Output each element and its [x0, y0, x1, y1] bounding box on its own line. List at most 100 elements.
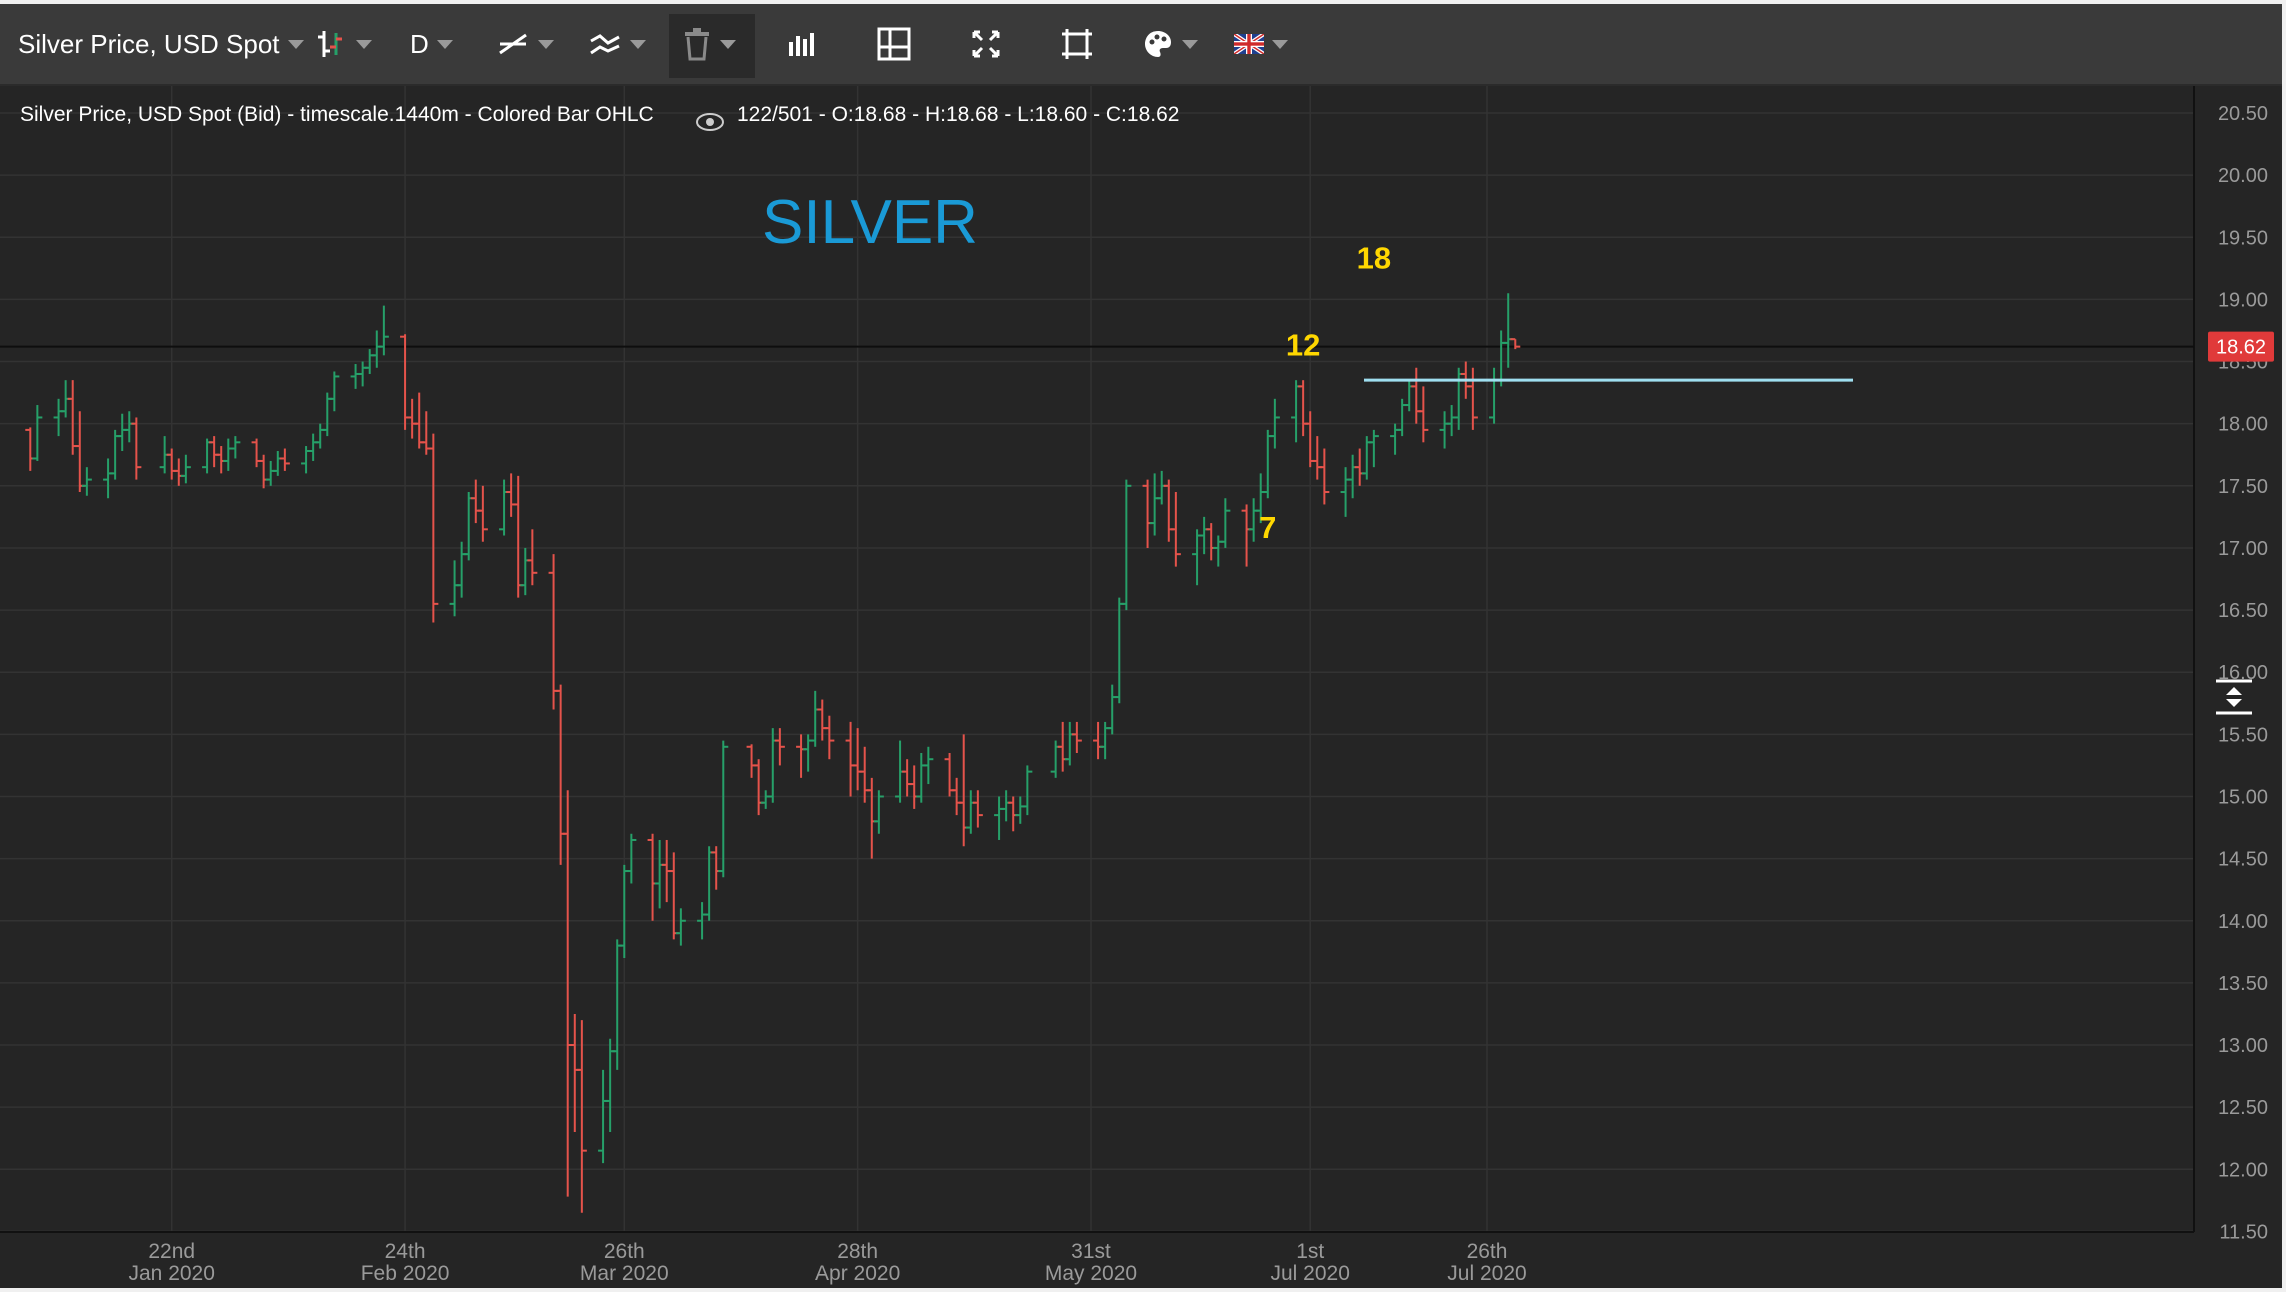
ohlc-bar: [1156, 470, 1167, 505]
grid: [0, 86, 2194, 1233]
y-tick-label: 18.00: [2218, 414, 2268, 436]
price-axis[interactable]: 20.5020.0019.5019.0018.5018.0017.5017.00…: [2218, 103, 2268, 1243]
last-price-badge: 18.62: [2208, 331, 2274, 362]
ohlc-bar: [598, 1069, 609, 1164]
x-tick-day: 26th: [1467, 1240, 1508, 1263]
ohlc-bar: [923, 746, 934, 785]
ohlc-bar: [1107, 684, 1118, 735]
ohlc-bar: [350, 364, 361, 389]
x-tick-month: May 2020: [1045, 1262, 1137, 1285]
ohlc-bar: [499, 479, 510, 536]
ohlc-bar: [718, 740, 729, 878]
chevron-down-icon: [538, 39, 554, 49]
ohlc-bar: [32, 405, 43, 461]
ohlc-bar: [711, 846, 722, 890]
ohlc-bar: [513, 475, 524, 598]
chevron-down-icon: [630, 39, 646, 49]
ohlc-bar: [859, 746, 870, 803]
ohlc-bar: [1262, 429, 1273, 499]
volume-bars-icon: [789, 33, 814, 56]
ohlc-bar: [1291, 380, 1302, 443]
screenshot-icon: [1062, 29, 1092, 59]
y-tick-label: 14.00: [2218, 911, 2268, 933]
chevron-down-icon: [720, 39, 736, 49]
ohlc-bar: [753, 759, 764, 816]
fullscreen-icon: [972, 30, 1000, 58]
ohlc-bar: [873, 790, 884, 834]
ohlc-bar: [315, 423, 326, 449]
badge-text: 18.62: [2216, 337, 2266, 359]
ohlc-bar: [1510, 338, 1521, 350]
y-tick-label: 16.00: [2218, 662, 2268, 684]
ohlc-bar: [569, 1013, 580, 1133]
layout-button[interactable]: [876, 4, 912, 84]
ohlc-bar: [1467, 367, 1478, 430]
ohlc-bar: [704, 846, 715, 921]
trendline-icon: [499, 33, 527, 55]
trash-button-highlight: [669, 14, 755, 78]
chevron-down-icon: [356, 39, 372, 49]
y-tick-label: 19.00: [2218, 289, 2268, 311]
ohlc-bar: [53, 398, 64, 437]
indicator-icon: [590, 34, 620, 55]
wave-count-label: 12: [1286, 327, 1320, 362]
palette-icon: [1145, 31, 1171, 57]
ohlc-bar: [506, 473, 517, 517]
info-line: Silver Price, USD Spot (Bid) - timescale…: [20, 103, 654, 126]
ohlc-bar: [994, 796, 1005, 840]
ohlc-bar: [67, 380, 78, 455]
ohlc-bar: [1312, 436, 1323, 480]
autoscale-icon[interactable]: [2216, 679, 2252, 715]
ohlc-bar: [972, 790, 983, 828]
timeframe-selector[interactable]: D: [410, 4, 453, 84]
badge-bg: [2208, 331, 2274, 362]
ohlc-bar: [1418, 386, 1429, 443]
ohlc-bar: [279, 448, 290, 471]
ohlc-bar: [1298, 380, 1309, 437]
volume-button[interactable]: [786, 4, 818, 84]
ohlc-bar: [1121, 479, 1132, 611]
ohlc-bar: [1015, 796, 1026, 824]
ohlc-bar: [774, 728, 785, 766]
ohlc-bar: [1446, 405, 1457, 437]
ohlc-bar: [1248, 498, 1259, 542]
price-chart[interactable]: 18 12 7 SILVER Silver Price, USD Spot (Bid…: [0, 86, 2282, 1288]
indicator-button[interactable]: [588, 4, 646, 84]
y-tick-label: 20.00: [2218, 165, 2268, 187]
ohlc-bar: [1213, 535, 1224, 567]
fullscreen-button[interactable]: [970, 4, 1002, 84]
trash-button[interactable]: [682, 4, 736, 84]
ohlc-bar: [1093, 721, 1104, 760]
x-tick-day: 28th: [837, 1240, 878, 1263]
ohlc-bar: [1114, 597, 1125, 704]
trendline-button[interactable]: [496, 4, 554, 84]
ohlc-bar: [1220, 498, 1231, 548]
ohlc-bar: [456, 541, 467, 598]
ohlc-bar: [1241, 504, 1252, 567]
ohlc-bar: [1411, 367, 1422, 424]
x-tick-month: Jan 2020: [129, 1262, 215, 1285]
x-tick-day: 1st: [1296, 1240, 1324, 1263]
ohlc-bar: [760, 790, 771, 809]
y-tick-label: 17.50: [2218, 476, 2268, 498]
visibility-eye-icon[interactable]: [696, 113, 724, 131]
symbol-selector[interactable]: Silver Price, USD Spot: [18, 4, 304, 84]
y-tick-label: 11.50: [2219, 1221, 2268, 1243]
ohlc-bar: [1170, 492, 1181, 567]
bar-style-button[interactable]: [314, 4, 372, 84]
y-tick-label: 19.50: [2218, 227, 2268, 249]
ohlc-bar: [463, 492, 474, 561]
ohlc-bar: [824, 715, 835, 760]
ohlc-bar: [1489, 367, 1500, 424]
ohlc-bar: [1439, 411, 1450, 449]
chart-title: SILVER: [762, 188, 978, 257]
language-button[interactable]: [1234, 4, 1288, 84]
ohlc-bar: [428, 433, 439, 623]
y-tick-label: 13.50: [2218, 973, 2268, 995]
ohlc-bar: [1319, 448, 1330, 505]
screenshot-button[interactable]: [1060, 4, 1094, 84]
theme-button[interactable]: [1142, 4, 1198, 84]
y-tick-label: 14.50: [2218, 849, 2268, 871]
toolbar: Silver Price, USD Spot D: [0, 4, 2282, 86]
